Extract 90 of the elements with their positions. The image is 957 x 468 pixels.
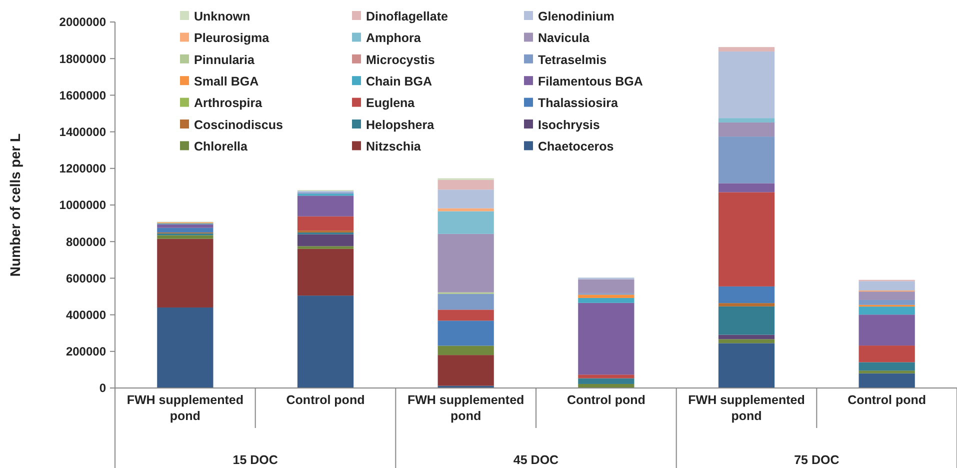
- bar: [157, 307, 214, 388]
- y-tick-label: 400000: [66, 308, 106, 322]
- legend-label: Microcystis: [366, 52, 435, 67]
- bar: [858, 370, 915, 374]
- bar: [438, 211, 494, 234]
- bar: [438, 294, 494, 310]
- bar: [858, 300, 915, 305]
- bar: [718, 303, 775, 306]
- bar: [578, 378, 634, 384]
- y-tick-label: 600000: [66, 271, 106, 286]
- y-tick-label: 200000: [66, 344, 106, 359]
- bar: [438, 310, 494, 321]
- bar: [858, 306, 915, 315]
- bar: [718, 47, 775, 52]
- legend-label: Thalassiosira: [538, 96, 619, 110]
- legend-label: Glenodinium: [538, 9, 614, 24]
- bar: [578, 302, 634, 375]
- bar: [157, 235, 214, 239]
- bar: [438, 355, 494, 386]
- legend-label: Chaetoceros: [538, 140, 614, 154]
- y-tick-label: 800000: [66, 234, 106, 249]
- bar: [718, 136, 775, 184]
- bar: [718, 334, 775, 340]
- bar: [297, 196, 354, 216]
- legend-label: Isochrysis: [538, 118, 600, 132]
- bar: [578, 298, 634, 303]
- bar: [718, 343, 775, 388]
- y-axis-title: Number of cells per L: [7, 132, 23, 277]
- y-tick-label: 1000000: [59, 198, 106, 212]
- legend-label: Chain BGA: [366, 74, 432, 88]
- text: 45 DOC: [513, 453, 559, 467]
- x-tick-label: Control pond: [848, 393, 926, 407]
- legend-label: Pleurosigma: [194, 31, 270, 46]
- bar: [718, 286, 775, 304]
- y-tick-label: 1600000: [59, 88, 106, 102]
- y-tick-label: 1200000: [59, 162, 106, 176]
- legend-label: Dinoflagellate: [366, 9, 448, 24]
- bar: [718, 339, 775, 344]
- bar: [438, 180, 494, 190]
- y-tick-label: 0: [99, 381, 106, 396]
- bar: [157, 228, 214, 232]
- x-tick-label: Control pond: [566, 393, 646, 407]
- bar: [718, 122, 775, 137]
- bar: [718, 51, 775, 118]
- legend-label: Filamentous BGA: [538, 74, 643, 88]
- legend-label: Tetraselmis: [538, 52, 607, 67]
- legend-label: Pinnularia: [194, 52, 256, 67]
- x-tick-label: Control pond: [286, 393, 365, 407]
- bar: [438, 190, 494, 208]
- legend-label: Chlorella: [194, 140, 249, 154]
- legend-label: Helopshera: [366, 118, 436, 132]
- legend-label: Navicula: [538, 31, 590, 46]
- bar: [438, 234, 494, 292]
- bar: [578, 374, 634, 378]
- bar: [438, 346, 494, 356]
- legend-label: Unknown: [194, 9, 250, 24]
- x-tick-label: FWH supplemented pond: [688, 393, 805, 423]
- legend-label: Coscinodiscus: [194, 118, 283, 132]
- y-tick-label: 1400000: [59, 125, 106, 139]
- y-tick-label: 1800000: [59, 52, 106, 66]
- bar: [438, 320, 494, 346]
- bar: [858, 373, 915, 388]
- bar: [858, 362, 915, 371]
- text: 75 DOC: [794, 453, 840, 467]
- x-tick-label: FWH supplemented pond: [407, 393, 524, 423]
- bar: [297, 248, 354, 296]
- bar: [858, 314, 915, 346]
- legend-label: Euglena: [366, 96, 416, 110]
- legend-label: Arthrospira: [194, 96, 264, 110]
- bar: [718, 306, 775, 335]
- text: 15 DOC: [232, 453, 278, 467]
- y-tick-label: 2000000: [59, 15, 106, 30]
- legend-label: Small BGA: [194, 74, 259, 88]
- bar: [297, 296, 354, 388]
- bar: [297, 216, 354, 231]
- bar: [718, 183, 775, 192]
- bar: [157, 224, 214, 228]
- bar: [578, 279, 634, 294]
- bar: [578, 294, 634, 298]
- legend-label: Amphora: [366, 31, 422, 46]
- bar: [718, 192, 775, 286]
- legend-label: Nitzschia: [366, 140, 422, 154]
- bar: [157, 238, 214, 308]
- x-tick-label: FWH supplemented pond: [126, 393, 244, 423]
- bar: [718, 118, 775, 122]
- bar: [858, 281, 915, 290]
- bar: [297, 246, 354, 249]
- bar: [858, 292, 915, 300]
- bar: [297, 234, 354, 246]
- bar: [858, 346, 915, 362]
